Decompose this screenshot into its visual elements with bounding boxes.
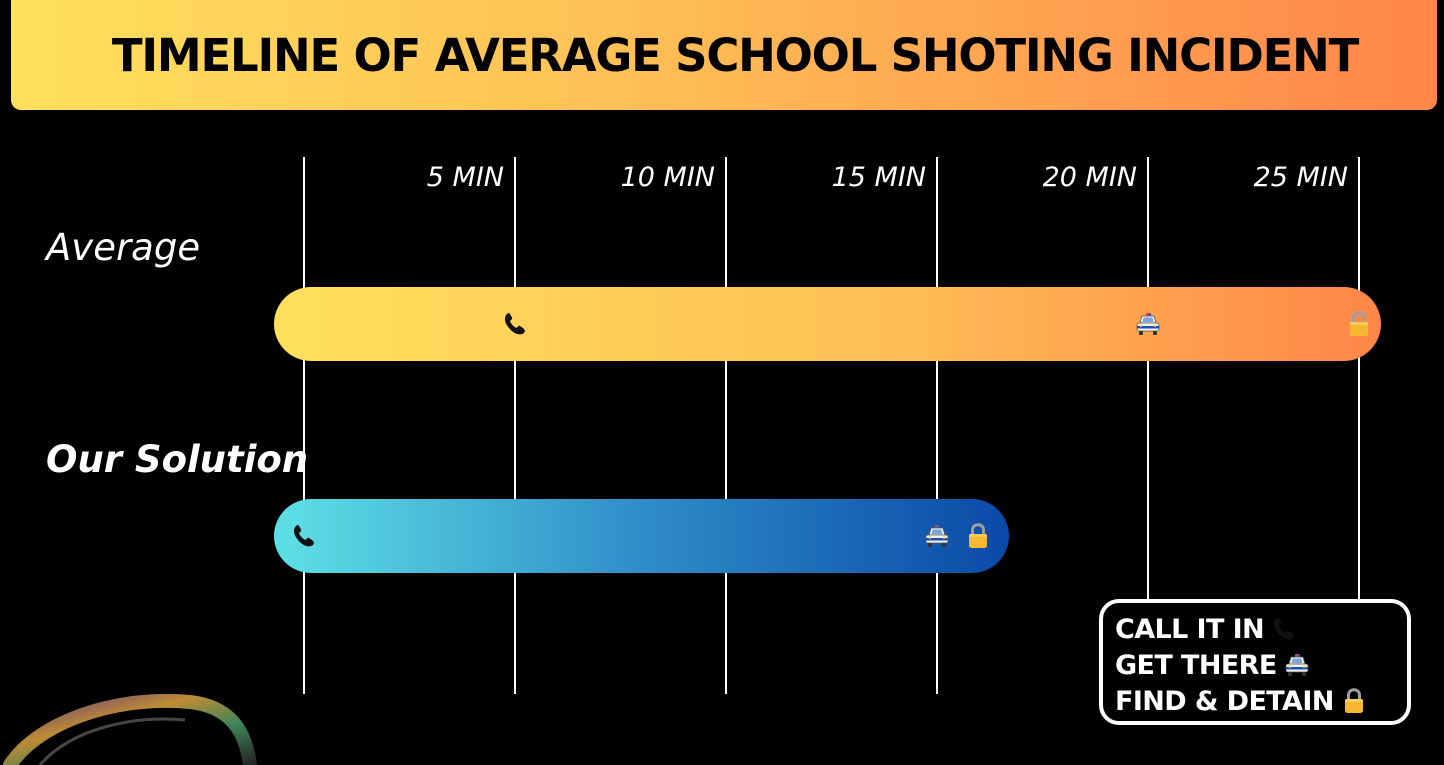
bars — [274, 287, 1381, 573]
title-banner: TIMELINE OF AVERAGE SCHOOL SHOTING INCID… — [11, 0, 1437, 110]
phone-icon — [293, 525, 314, 547]
x-tick-label: 10 MIN — [621, 162, 715, 193]
legend-item-call: CALL IT IN — [1115, 611, 1407, 647]
legend-label-arrive: GET THERE — [1115, 649, 1277, 681]
police-car-icon — [1136, 313, 1160, 335]
lock-icon — [969, 523, 987, 548]
x-tick-label: 25 MIN — [1254, 162, 1348, 193]
police-car-icon — [1285, 654, 1309, 676]
legend: CALL IT IN GET THERE FIND & DETAIN — [1099, 599, 1411, 725]
x-tick-label: 20 MIN — [1043, 162, 1137, 193]
series-label: Our Solution — [46, 438, 308, 481]
legend-label-detain: FIND & DETAIN — [1115, 685, 1334, 717]
police-car-icon — [925, 525, 949, 547]
markers — [293, 311, 1368, 548]
series-bar — [274, 499, 1009, 573]
legend-item-detain: FIND & DETAIN — [1115, 683, 1407, 719]
row-labels: Average Our Solution — [44, 226, 308, 481]
lock-icon — [1350, 311, 1368, 336]
x-tick-label: 15 MIN — [832, 162, 926, 193]
chart-title: TIMELINE OF AVERAGE SCHOOL SHOTING INCID… — [111, 28, 1359, 82]
phone-icon — [504, 313, 525, 335]
lock-icon — [1344, 688, 1363, 713]
legend-label-call: CALL IT IN — [1115, 613, 1265, 645]
x-tick-label: 5 MIN — [427, 162, 504, 193]
phone-icon — [1273, 618, 1295, 640]
decorative-bubble — [3, 693, 257, 765]
legend-item-arrive: GET THERE — [1115, 647, 1407, 683]
x-axis-tick-labels: 5 MIN 10 MIN 15 MIN 20 MIN 25 MIN — [427, 162, 1348, 193]
series-label: Average — [44, 226, 200, 269]
series-bar — [274, 287, 1381, 361]
